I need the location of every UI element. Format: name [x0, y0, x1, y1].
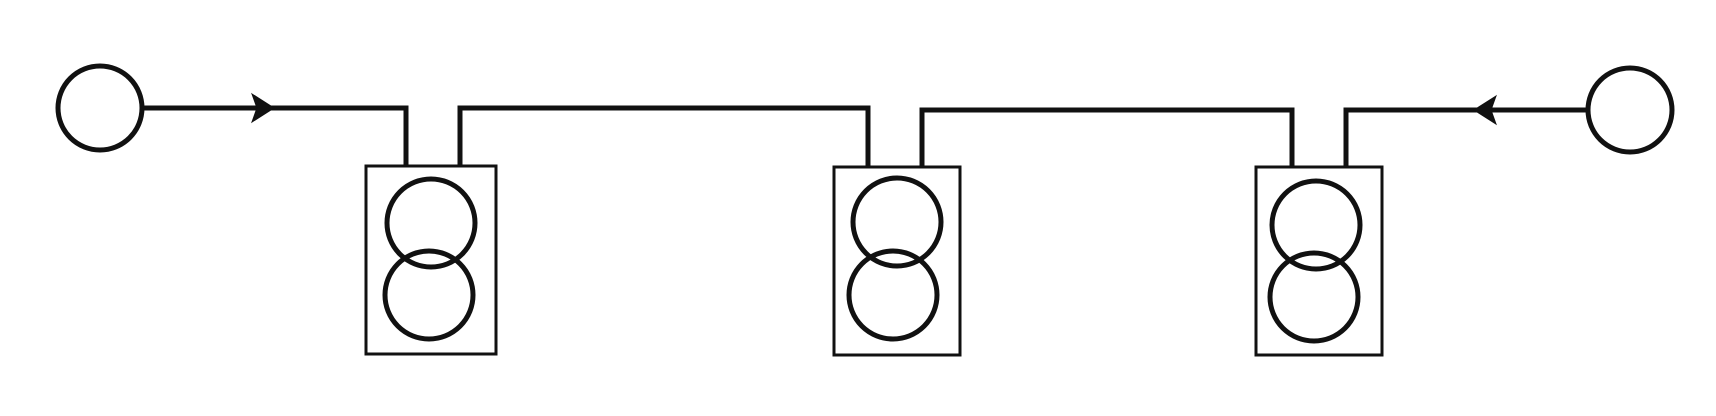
double-winding-transformer-icon	[1267, 178, 1363, 344]
flow-arrow-right-icon	[251, 92, 275, 124]
transformer-3	[1254, 165, 1384, 357]
double-winding-transformer-icon	[382, 176, 478, 342]
transformer-1-housing	[364, 164, 498, 356]
transformer-2	[832, 165, 962, 357]
transformer-1	[364, 164, 498, 356]
transformer-3-housing	[1254, 165, 1384, 357]
wire-span-2-3	[919, 107, 1295, 169]
double-winding-transformer-icon	[846, 175, 944, 342]
wire-left-feed	[139, 105, 409, 169]
wire-span-1-2	[457, 105, 871, 169]
source-right-terminal	[1585, 65, 1675, 155]
transformer-2-housing	[832, 165, 962, 357]
source-left-terminal	[55, 63, 145, 153]
flow-arrow-left-icon	[1473, 94, 1497, 126]
wire-right-feed	[1343, 107, 1591, 169]
